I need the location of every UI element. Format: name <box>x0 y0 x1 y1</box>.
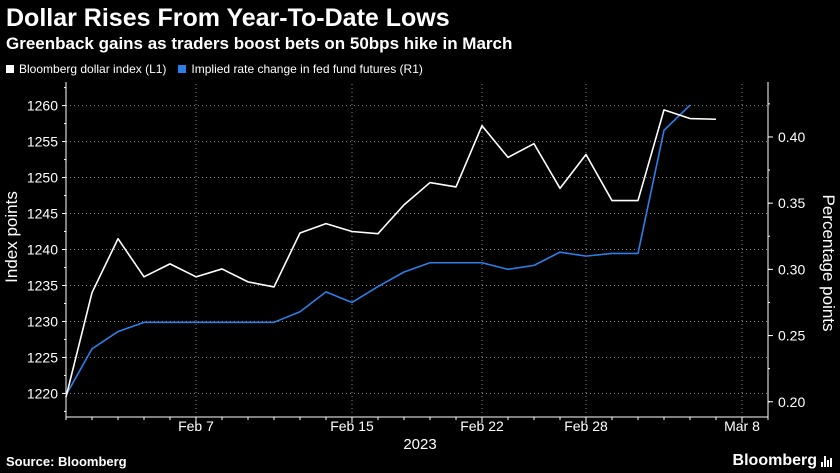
x-tick-label-mar-8: Mar 8 <box>724 418 760 434</box>
series-line-rate-change <box>65 104 691 396</box>
y-tick-label-1240: 1240 <box>27 242 58 258</box>
series-line-dollar-index <box>65 109 717 398</box>
y-tick-label-1235: 1235 <box>27 277 58 293</box>
legend-label-rate-change: Implied rate change in fed fund futures … <box>191 62 423 76</box>
bar-chart-icon <box>821 455 832 467</box>
x-tick-label-feb-28: Feb 28 <box>564 418 608 434</box>
brand-logo: Bloomberg <box>733 452 832 470</box>
chart-title: Dollar Rises From Year-To-Date Lows <box>6 4 450 32</box>
y-tick-label-1255: 1255 <box>27 134 58 150</box>
y-tick-label-1245: 1245 <box>27 206 58 222</box>
y2-tick-label-0.30: 0.30 <box>778 261 805 277</box>
y-tick-label-1230: 1230 <box>27 313 58 329</box>
x-tick-label-feb-7: Feb 7 <box>178 418 214 434</box>
x-tick-label-feb-15: Feb 15 <box>330 418 374 434</box>
brand-name: Bloomberg <box>732 452 817 469</box>
y2-tick-label-0.35: 0.35 <box>778 195 805 211</box>
y-tick-label-1220: 1220 <box>27 385 58 401</box>
legend-label-dollar-index: Bloomberg dollar index (L1) <box>19 62 167 76</box>
y2-axis-label: Percentage points <box>819 194 838 331</box>
source-note: Source: Bloomberg <box>6 454 127 469</box>
y-axis-label: Index points <box>2 191 21 283</box>
x-tick-label-feb-22: Feb 22 <box>460 418 504 434</box>
y-tick-label-1250: 1250 <box>27 170 58 186</box>
legend-swatch-rate-change <box>178 65 187 73</box>
legend-item-rate-change: Implied rate change in fed fund futures … <box>178 62 423 76</box>
legend-swatch-dollar-index <box>6 65 14 73</box>
axis-layer: 1220 1225 1230 1235 1240 1245 1250 1255 1260 0.20… <box>27 82 805 434</box>
legend-item-dollar-index: Bloomberg dollar index (L1) <box>6 62 166 76</box>
chart-subtitle: Greenback gains as traders boost bets on… <box>6 34 513 53</box>
grid-layer <box>66 84 768 415</box>
y2-tick-label-0.20: 0.20 <box>778 394 805 410</box>
x-axis-label: 2023 <box>403 436 436 453</box>
y2-tick-label-0.25: 0.25 <box>778 328 805 344</box>
legend: Bloomberg dollar index (L1) Implied rate… <box>6 62 435 76</box>
y2-tick-label-0.40: 0.40 <box>778 129 805 145</box>
series-layer <box>65 104 717 398</box>
label-layer: Index points Percentage points 2023 <box>2 191 838 453</box>
y-tick-label-1260: 1260 <box>27 98 58 114</box>
y-tick-label-1225: 1225 <box>27 349 58 365</box>
